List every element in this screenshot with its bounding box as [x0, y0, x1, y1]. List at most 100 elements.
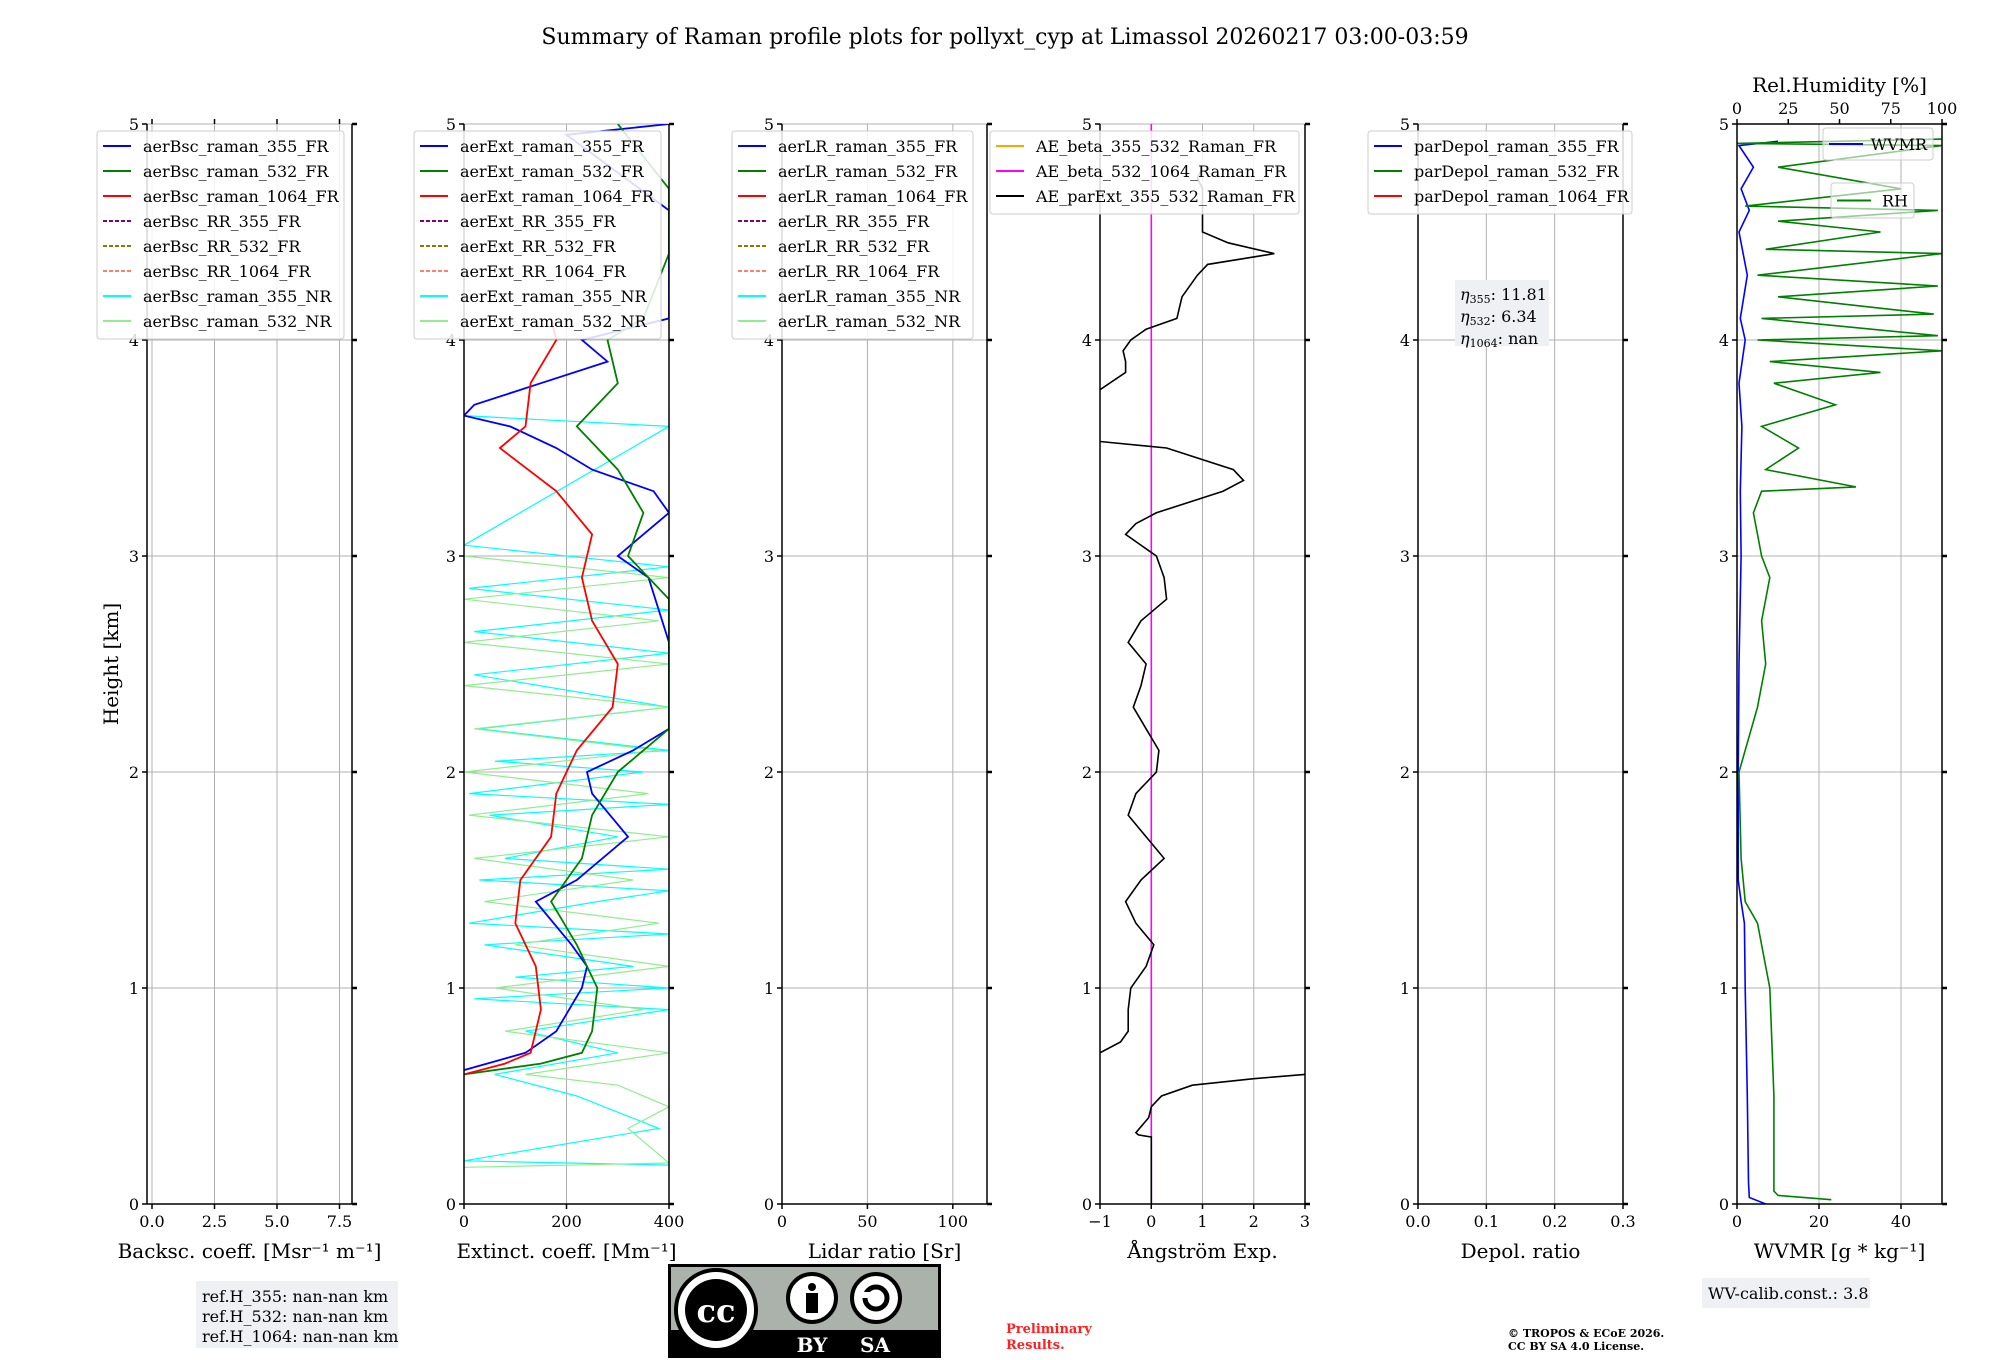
y-tick-label: 5: [1082, 115, 1092, 134]
x-tick-label: 40: [1891, 1212, 1911, 1231]
sa-share-icon: [850, 1272, 902, 1324]
ref-height-355: ref.H_355: nan-nan km: [202, 1287, 388, 1306]
legend-label: aerLR_RR_1064_FR: [778, 262, 940, 281]
series-line-ext-2: [464, 124, 669, 1071]
legend-label: aerLR_raman_355_FR: [778, 137, 958, 156]
legend-label: aerExt_raman_532_NR: [460, 312, 648, 331]
legend-label: aerExt_raman_355_FR: [460, 137, 645, 156]
y-tick-label: 4: [764, 331, 774, 350]
legend-rh: RH: [1830, 182, 1915, 219]
eta-value: η532: 6.34: [1460, 307, 1537, 328]
legend-label: aerBsc_raman_532_FR: [143, 162, 329, 181]
x-tick-label: 0.3: [1610, 1212, 1635, 1231]
legend-label: RH: [1882, 192, 1908, 211]
legend-lr: aerLR_raman_355_FR aerLR_raman_532_FR aerL…: [731, 130, 974, 340]
legend-label: aerExt_RR_1064_FR: [460, 262, 627, 281]
by-label: BY: [797, 1333, 829, 1357]
x-tick-label: 2: [1249, 1212, 1259, 1231]
legend-depol: parDepol_raman_355_FR parDepol_raman_532_…: [1367, 130, 1633, 215]
y-tick-label: 3: [446, 547, 456, 566]
y-tick-label: 3: [1719, 547, 1729, 566]
legend-label: aerLR_raman_532_NR: [778, 312, 961, 331]
x-tick-label: 50: [857, 1212, 877, 1231]
x-axis-label: WVMR [g * kg⁻¹]: [1754, 1239, 1926, 1263]
copyright-line2: CC BY SA 4.0 License.: [1508, 1340, 1644, 1353]
legend-label: aerLR_RR_532_FR: [778, 237, 930, 256]
legend-label: aerLR_raman_1064_FR: [778, 187, 968, 206]
y-tick-label: 4: [446, 331, 456, 350]
y-tick-label: 3: [1400, 547, 1410, 566]
preliminary-line2: Results.: [1006, 1338, 1065, 1353]
series-line-wv-1: [1737, 138, 1942, 1201]
legend-label: aerExt_raman_1064_FR: [460, 187, 655, 206]
y-tick-label: 5: [1400, 115, 1410, 134]
x-axis-label: Depol. ratio: [1461, 1239, 1581, 1263]
legend-label: aerExt_RR_532_FR: [460, 237, 617, 256]
y-tick-label: 0: [764, 1195, 774, 1214]
x-axis-label: Backsc. coeff. [Msr⁻¹ m⁻¹]: [118, 1239, 382, 1263]
x-tick-label: 0: [1146, 1212, 1156, 1231]
x-tick-label: 0.2: [1542, 1212, 1567, 1231]
y-tick-label: 5: [129, 115, 139, 134]
legend-label: aerExt_raman_355_NR: [460, 287, 648, 306]
y-tick-label: 5: [446, 115, 456, 134]
wv-calib-text: WV-calib.const.: 3.8: [1708, 1284, 1869, 1303]
y-tick-label: 1: [129, 979, 139, 998]
x-tick-label: 400: [654, 1212, 685, 1231]
x-tick-label: −1: [1088, 1212, 1112, 1231]
panel-depol: 0 1 2 3 4 5 0.0 0.1 0.2 0.3 Depol. ratio parDepol_r…: [1367, 115, 1636, 1263]
legend-label: aerExt_RR_355_FR: [460, 212, 617, 231]
x-tick-label: 0: [777, 1212, 787, 1231]
cc-by-sa-logo: cc BY SA: [668, 1264, 941, 1358]
y-tick-label: 2: [1719, 763, 1729, 782]
y-tick-label: 3: [129, 547, 139, 566]
legend-label: WVMR: [1871, 135, 1928, 154]
y-tick-label: 0: [1082, 1195, 1092, 1214]
series-line-ae-1: [1134, 1073, 1305, 1204]
top-tick-label: 25: [1778, 99, 1798, 118]
legend-label: aerLR_raman_532_FR: [778, 162, 958, 181]
y-tick-label: 1: [446, 979, 456, 998]
y-tick-label: 2: [1400, 763, 1410, 782]
legend-label: aerBsc_RR_532_FR: [143, 237, 301, 256]
legend-ae: AE_beta_355_532_Raman_FR AE_beta_532_1064…: [989, 130, 1300, 215]
legend-bsc: aerBsc_raman_355_FR aerBsc_raman_532_FRae…: [96, 130, 345, 340]
y-tick-label: 0: [129, 1195, 139, 1214]
legend-label: AE_parExt_355_532_Raman_FR: [1035, 187, 1296, 206]
legend-label: aerLR_raman_355_NR: [778, 287, 961, 306]
x-tick-label: 0.1: [1474, 1212, 1499, 1231]
wv-calib-box: WV-calib.const.: 3.8: [1702, 1278, 1870, 1308]
y-tick-label: 3: [764, 547, 774, 566]
y-tick-label: 2: [764, 763, 774, 782]
legend-label: aerBsc_raman_355_FR: [143, 137, 329, 156]
legend-label: aerBsc_RR_1064_FR: [143, 262, 312, 281]
legend-label: parDepol_raman_532_FR: [1414, 162, 1620, 181]
series-line-ext-0: [464, 415, 669, 1166]
x-axis-label: Lidar ratio [Sr]: [808, 1239, 962, 1263]
y-tick-label: 5: [764, 115, 774, 134]
x-tick-label: 2.5: [202, 1212, 227, 1231]
legend-label: aerExt_raman_532_FR: [460, 162, 645, 181]
copyright-line1: © TROPOS & ECoE 2026.: [1508, 1327, 1664, 1340]
x-tick-label: 20: [1809, 1212, 1829, 1231]
y-tick-label: 2: [129, 763, 139, 782]
legend-label: aerBsc_raman_1064_FR: [143, 187, 340, 206]
top-tick-label: 100: [1927, 99, 1958, 118]
y-axis-label: Height [km]: [99, 603, 123, 725]
sa-label: SA: [860, 1333, 890, 1357]
legend-label: parDepol_raman_355_FR: [1414, 137, 1620, 156]
x-tick-label: 0: [1732, 1212, 1742, 1231]
eta-value: η1064: nan: [1460, 329, 1538, 350]
panel-ext: 0 1 2 3 4 5 0 200 400 Extinct. coeff. [Mm⁻¹] aerEx…: [413, 115, 685, 1263]
y-tick-label: 0: [446, 1195, 456, 1214]
y-tick-label: 4: [1082, 331, 1092, 350]
x-tick-label: 7.5: [327, 1212, 352, 1231]
legend-wvmr: WVMR: [1822, 127, 1934, 161]
x-tick-label: 0: [459, 1212, 469, 1231]
y-tick-label: 4: [1400, 331, 1410, 350]
y-tick-label: 5: [1719, 115, 1729, 134]
